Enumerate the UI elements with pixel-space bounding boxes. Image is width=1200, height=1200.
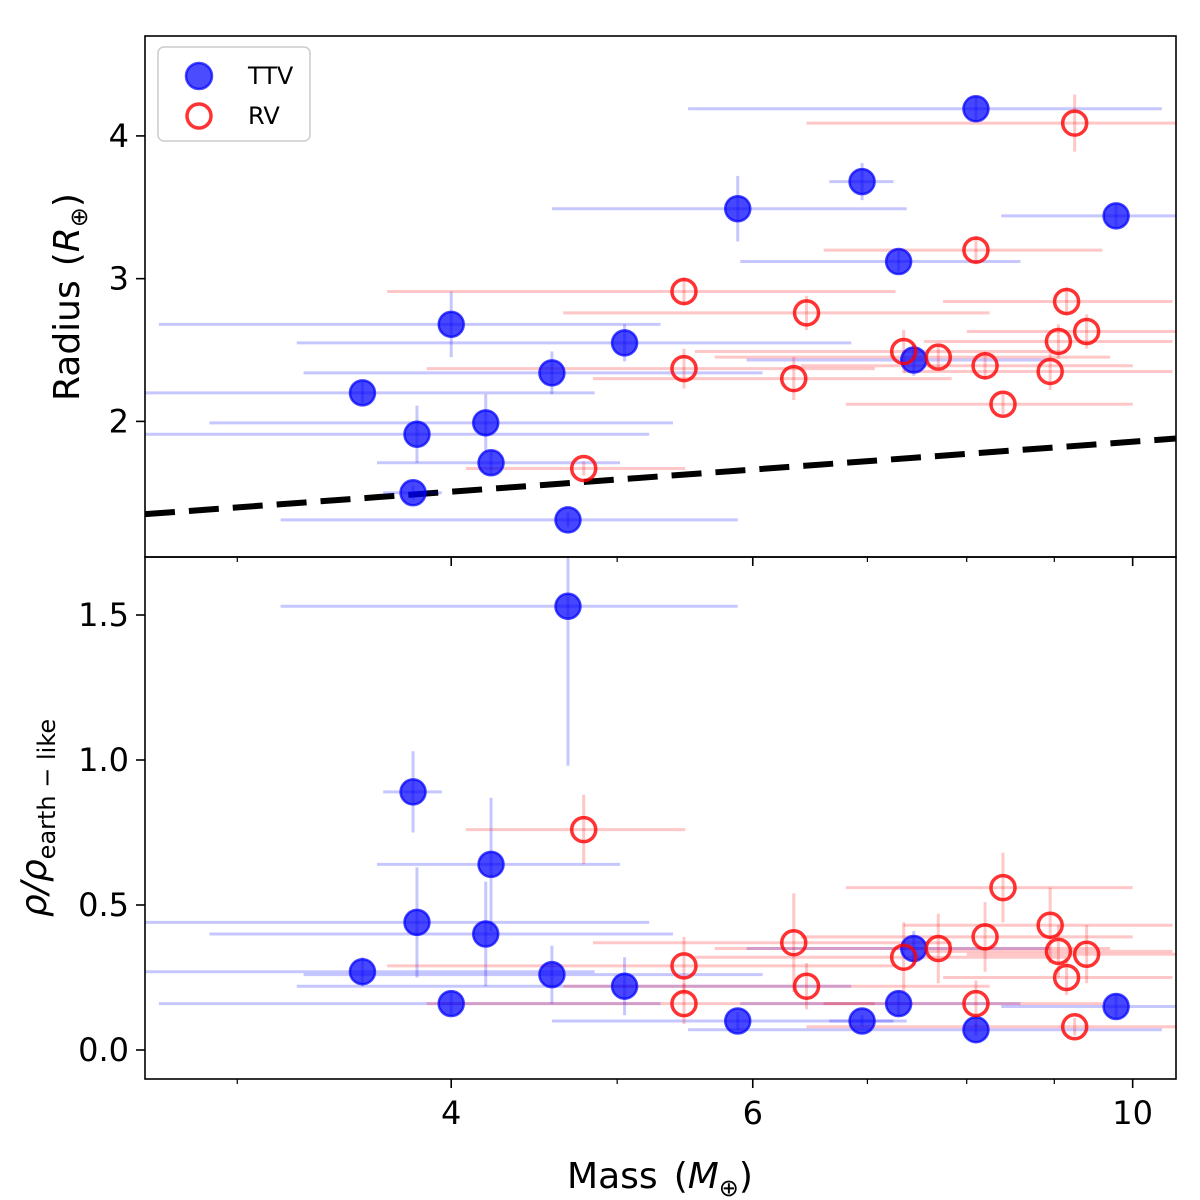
bottom-rv-point-9	[989, 873, 1017, 902]
bottom-ttv-point-13	[962, 1015, 990, 1044]
top-ttv-point-2	[403, 420, 431, 448]
legend-rv-marker	[185, 102, 213, 130]
top-ttv-point-0	[348, 379, 377, 407]
top-y-tick-label-3: 3	[109, 260, 129, 298]
x-tick-label-4: 4	[441, 1094, 461, 1132]
top-rv-point-5	[889, 337, 918, 366]
top-ttv-point-14	[1102, 202, 1130, 230]
x-axis-title-text: Mass	[567, 1156, 658, 1197]
bottom-ttv-point-2	[403, 908, 431, 937]
bottom-panel-background	[145, 557, 1176, 1079]
top-y-axis-title: Radius(R⊕)	[47, 193, 93, 401]
bottom-ttv-point-5	[477, 850, 505, 879]
top-y-axis-title-unit: R	[47, 227, 88, 252]
bottom-rv-point-5	[889, 943, 918, 971]
top-panel-plot-area	[145, 94, 1176, 534]
bottom-rv-point-7	[962, 989, 990, 1018]
bottom-ttv-point-6	[538, 960, 566, 989]
bottom-y-tick-label-1: 0.5	[78, 886, 129, 924]
bottom-rv-point-11	[1044, 937, 1073, 966]
bottom-ttv-point-11	[884, 989, 913, 1018]
top-rv-point-11	[1044, 327, 1073, 356]
bottom-rv-point-0	[569, 815, 598, 844]
top-y-tick-label-2: 2	[109, 402, 129, 440]
bottom-y-axis-title: ρ/ρearth − like	[14, 719, 61, 917]
top-rv-point-9	[989, 390, 1017, 419]
top-rv-point-0	[569, 454, 598, 483]
top-ttv-point-6	[538, 359, 566, 387]
top-ttv-point-1	[399, 479, 427, 507]
top-ttv-point-10	[848, 167, 876, 196]
svg-text:Radius(R⊕): Radius(R⊕)	[47, 193, 93, 401]
bottom-y-tick-label-3: 1.5	[78, 596, 129, 634]
x-axis-title: Mass (M⊕)	[567, 1156, 753, 1200]
x-tick-label-10: 10	[1112, 1094, 1153, 1132]
bottom-rv-point-6	[924, 934, 953, 963]
earth-like-boundary-line	[145, 435, 1176, 518]
top-rv-point-10	[1036, 357, 1064, 386]
x-tick-label-6: 6	[743, 1094, 763, 1132]
top-y-axis-title-text: Radius	[47, 280, 88, 401]
bottom-panel-frame	[144, 556, 1177, 1080]
top-rv-point-8	[971, 351, 999, 380]
top-ttv-point-9	[723, 194, 752, 223]
bottom-ttv-point-7	[554, 592, 582, 621]
top-y-tick-label-4: 4	[109, 117, 129, 155]
bottom-ttv-point-3	[437, 989, 465, 1018]
bottom-ttv-point-4	[471, 920, 500, 948]
top-ttv-point-4	[471, 409, 500, 437]
x-axis-title-unit: M	[688, 1156, 719, 1197]
top-ttv-point-5	[477, 449, 505, 477]
bottom-y-tick-label-2: 1.0	[78, 741, 129, 779]
bottom-rv-point-8	[971, 923, 999, 951]
svg-text:ρ/ρearth − like: ρ/ρearth − like	[14, 719, 61, 917]
top-ttv-point-7	[554, 506, 582, 534]
bottom-rv-point-3	[780, 928, 808, 957]
top-rv-point-2	[670, 354, 698, 383]
top-rv-point-6	[924, 343, 953, 371]
legend: TTV RV	[157, 46, 311, 142]
top-rv-point-3	[780, 364, 808, 393]
legend-ttv-label: TTV	[247, 62, 294, 90]
bottom-rv-point-13	[1072, 940, 1101, 969]
top-rv-point-13	[1072, 317, 1101, 346]
bottom-ttv-point-8	[610, 972, 639, 1000]
top-rv-point-7	[962, 236, 990, 264]
top-rv-point-4	[792, 299, 821, 327]
bottom-ttv-point-0	[348, 957, 377, 986]
bottom-ttv-point-10	[848, 1007, 876, 1035]
bottom-ttv-point-1	[399, 778, 427, 806]
bottom-y-tick-label-0: 0.0	[78, 1031, 129, 1069]
bottom-y-axis-title-text: ρ/ρ	[14, 859, 55, 917]
bottom-panel-plot-area	[145, 557, 1176, 1044]
legend-rv-label: RV	[248, 102, 280, 130]
bottom-rv-point-14	[1060, 1013, 1089, 1041]
top-rv-point-12	[1052, 287, 1081, 316]
bottom-rv-point-4	[792, 972, 821, 1000]
legend-ttv-marker	[184, 61, 214, 91]
bottom-rv-point-10	[1036, 911, 1064, 940]
top-ttv-point-13	[962, 95, 990, 123]
bottom-y-axis-title-subscript: earth − like	[33, 719, 61, 859]
top-panel-background	[145, 36, 1176, 557]
top-ttv-point-3	[437, 310, 465, 339]
top-ttv-point-8	[610, 329, 639, 357]
top-ttv-point-11	[884, 247, 913, 276]
bottom-rv-point-2	[670, 989, 698, 1018]
top-rv-point-14	[1060, 109, 1089, 137]
top-rv-point-1	[670, 277, 698, 306]
bottom-ttv-point-9	[723, 1007, 752, 1035]
bottom-ttv-point-14	[1102, 992, 1130, 1021]
bottom-rv-point-1	[670, 952, 698, 980]
axes-layer: 4 6 10 2 3 4 0.0 0.5 1.0 1.5	[78, 117, 1153, 1132]
bottom-rv-point-12	[1052, 963, 1081, 992]
